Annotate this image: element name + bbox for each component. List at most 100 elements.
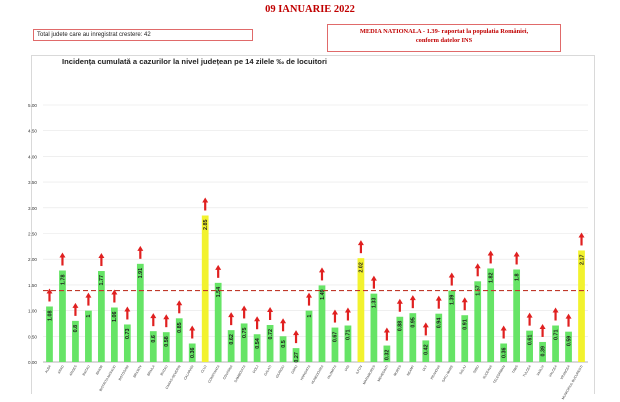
chart-frame bbox=[31, 55, 595, 394]
data-label: 1.8 bbox=[514, 273, 520, 281]
increase-arrowhead bbox=[306, 292, 313, 298]
increase-arrowhead bbox=[111, 289, 118, 295]
y-tick-label: 0.00 bbox=[28, 360, 37, 365]
bar bbox=[305, 310, 313, 362]
data-label: 0.5 bbox=[281, 340, 287, 348]
bar bbox=[98, 271, 105, 362]
data-label: 0.73 bbox=[125, 328, 131, 339]
data-label: 0.91 bbox=[463, 319, 469, 330]
national-average-box: MEDIA NATIONALA - 1.39- raportat la popu… bbox=[327, 24, 561, 52]
bar bbox=[565, 331, 572, 362]
category-label: CALARASI bbox=[183, 364, 195, 380]
increase-arrowhead bbox=[241, 305, 248, 311]
data-label: 0.62 bbox=[229, 334, 235, 345]
bar bbox=[240, 323, 248, 362]
bar bbox=[149, 331, 157, 362]
increase-arrowhead bbox=[176, 300, 183, 306]
data-label: 0.54 bbox=[255, 338, 261, 349]
category-label: BUZAU bbox=[160, 364, 169, 376]
data-label: 2.17 bbox=[579, 254, 585, 265]
increase-arrowhead bbox=[280, 318, 287, 324]
increase-arrowhead bbox=[85, 292, 92, 298]
category-label: CLUJ bbox=[200, 364, 208, 373]
category-label: TIMIS bbox=[511, 364, 519, 374]
y-tick-label: 5.00 bbox=[28, 103, 37, 108]
data-label: 1.91 bbox=[138, 268, 144, 279]
y-tick-label: 2.50 bbox=[28, 232, 37, 237]
bar bbox=[188, 343, 196, 362]
bar bbox=[513, 269, 521, 362]
category-label: TELEORMAN bbox=[492, 364, 506, 384]
category-label: IALOMITA bbox=[326, 364, 337, 380]
data-label: 0.88 bbox=[398, 321, 404, 332]
data-label: 1.33 bbox=[372, 298, 378, 309]
data-label: 0.72 bbox=[268, 329, 274, 340]
category-label: CONSTANTA bbox=[207, 364, 221, 384]
data-label: 1.06 bbox=[112, 312, 118, 323]
category-label: COVASNA bbox=[222, 364, 234, 380]
bar bbox=[46, 306, 53, 362]
category-label: SIBIU bbox=[472, 364, 480, 374]
y-tick-label: 3.00 bbox=[28, 206, 37, 211]
data-label: 0.67 bbox=[333, 332, 339, 343]
data-label: 0.42 bbox=[424, 344, 430, 355]
increase-arrowhead bbox=[461, 297, 468, 303]
increase-arrowhead bbox=[357, 240, 364, 246]
increase-arrowhead bbox=[487, 250, 494, 256]
data-label: 0.95 bbox=[411, 317, 417, 328]
data-label: 1 bbox=[307, 315, 313, 318]
data-label: 0.61 bbox=[527, 335, 533, 346]
increase-arrowhead bbox=[59, 252, 66, 258]
category-label: VALCEA bbox=[548, 364, 558, 378]
increase-arrowhead bbox=[474, 263, 481, 269]
data-label: 0.39 bbox=[540, 346, 546, 357]
category-label: MURES bbox=[393, 364, 403, 377]
increase-arrowhead bbox=[189, 325, 196, 331]
increase-arrowhead bbox=[383, 327, 390, 333]
bar bbox=[552, 325, 559, 362]
category-label: IASI bbox=[344, 364, 351, 371]
increase-arrowhead bbox=[331, 309, 338, 315]
bar bbox=[279, 336, 287, 362]
increase-arrowhead bbox=[370, 275, 377, 281]
increase-arrowhead bbox=[98, 253, 105, 259]
increase-arrowhead bbox=[46, 288, 53, 294]
data-label: 0.36 bbox=[190, 347, 196, 358]
y-tick-label: 2.00 bbox=[28, 257, 37, 262]
bar bbox=[227, 330, 235, 362]
bar bbox=[539, 341, 546, 362]
bar bbox=[201, 215, 209, 362]
y-tick-label: 4.00 bbox=[28, 154, 37, 159]
bar bbox=[396, 316, 404, 362]
bar bbox=[435, 313, 443, 362]
category-label: GORJ bbox=[290, 364, 298, 374]
category-label: PRAHOVA bbox=[430, 364, 442, 380]
data-label: 0.58 bbox=[164, 336, 170, 347]
bar bbox=[474, 281, 482, 362]
increase-arrowhead bbox=[124, 306, 131, 312]
data-label: 0.75 bbox=[242, 327, 248, 338]
increase-arrowhead bbox=[552, 307, 559, 313]
bar bbox=[110, 307, 118, 362]
increase-total-box: Total judete care au inregistrat crester… bbox=[33, 29, 253, 41]
y-tick-label: 3.50 bbox=[28, 180, 37, 185]
data-label: 0.8 bbox=[73, 325, 79, 333]
category-label: DOLJ bbox=[252, 364, 260, 374]
category-label: SUCEAVA bbox=[482, 364, 493, 380]
data-label: 1.78 bbox=[60, 275, 66, 286]
increase-arrowhead bbox=[254, 316, 261, 322]
data-label: 1.39 bbox=[450, 295, 456, 306]
data-label: 2.85 bbox=[203, 220, 209, 231]
category-label: VASLUI bbox=[536, 364, 545, 376]
category-label: DAMBOVITA bbox=[233, 364, 246, 383]
increase-arrowhead bbox=[202, 197, 209, 203]
category-label: OLT bbox=[422, 365, 429, 372]
bar bbox=[331, 327, 339, 362]
category-label: HARGHITA bbox=[300, 364, 312, 381]
y-tick-label: 1.00 bbox=[28, 309, 37, 314]
category-label: TULCEA bbox=[522, 364, 532, 378]
data-label: 0.94 bbox=[437, 318, 443, 329]
data-label: 0.71 bbox=[553, 330, 559, 341]
increase-arrowhead bbox=[409, 295, 416, 301]
data-label: 0.85 bbox=[177, 322, 183, 333]
